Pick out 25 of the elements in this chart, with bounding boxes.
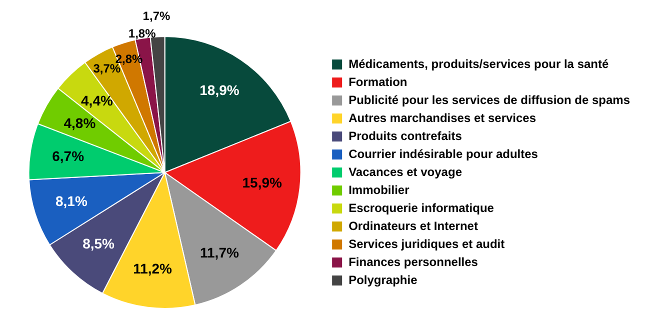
data-label: 4,8% [64,114,96,131]
data-label: 8,5% [82,235,116,252]
data-label: 15,9% [242,174,282,190]
legend-label: Formation [348,74,408,89]
legend-label: Publicité pour les services de diffusion de spams [348,92,630,107]
legend-label: Finances personnelles [348,254,478,269]
data-label: 8,1% [55,192,88,209]
legend-label: Immobilier [348,182,410,197]
legend-label: Produits contrefaits [348,128,462,143]
data-label: 11,7% [200,244,240,261]
data-label: 4,4% [81,92,114,109]
data-label: 11,2% [133,260,173,277]
data-label: 18,9% [200,82,240,98]
legend-label: Ordinateurs et Internet [348,218,478,233]
data-label: 1,8% [128,26,156,41]
legend-label: Courrier indésirable pour adultes [348,146,538,161]
legend-label: Autres marchandises et services [348,110,536,125]
data-label: 3,7% [93,62,121,76]
legend-label: Polygraphie [348,272,418,287]
legend-label: Médicaments, produits/services pour la santé [348,56,609,71]
legend-label: Vacances et voyage [348,164,462,179]
legend-label: Escroquerie informatique [348,200,494,215]
data-label: 6,7% [52,148,85,164]
legend-label: Services juridiques et audit [348,236,505,251]
data-label: 1,7% [142,9,170,24]
